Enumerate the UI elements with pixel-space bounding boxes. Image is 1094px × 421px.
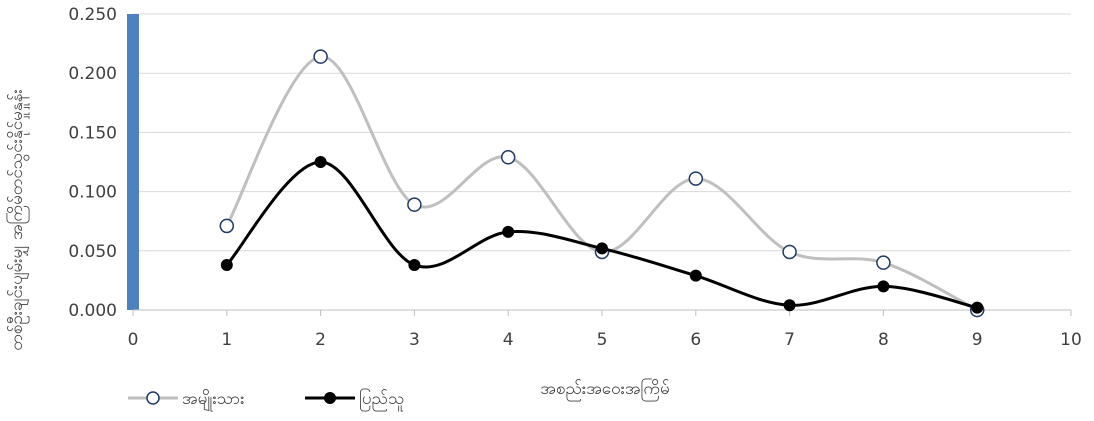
data-point — [407, 197, 422, 212]
data-point — [971, 301, 984, 314]
series-2 — [220, 156, 984, 314]
data-point — [220, 259, 233, 272]
data-point — [502, 225, 515, 238]
data-point — [782, 244, 797, 260]
legend-item-series-2[interactable]: ပြည်သူ — [305, 387, 404, 412]
x-tick-label: 8 — [878, 330, 889, 350]
x-tick-label: 6 — [690, 330, 701, 350]
legend-marker-series-2 — [324, 392, 336, 404]
data-point — [688, 171, 704, 186]
data-point — [500, 150, 516, 165]
y-tick-label: 0.200 — [68, 64, 117, 84]
highlight-bar — [127, 14, 139, 310]
data-point — [876, 255, 891, 270]
series-line-2 — [225, 160, 978, 310]
data-point — [877, 280, 890, 293]
x-tick-label: 7 — [784, 330, 795, 350]
y-tick-label: 0.250 — [68, 5, 117, 25]
series-1 — [219, 49, 985, 318]
data-point — [219, 218, 235, 234]
y-tick-label: 0.150 — [68, 123, 117, 143]
data-point — [596, 242, 608, 255]
axis-layer: 0.000 0.050 0.100 0.150 0.200 0.250 0 1 2 3 4 5 6 7 8 9… — [68, 5, 1081, 350]
x-tick-label: 2 — [315, 330, 326, 350]
grid-lines — [133, 13, 1071, 311]
x-tick-label: 5 — [597, 330, 608, 350]
legend: အမျိုးသား ပြည်သူ — [128, 387, 404, 412]
data-point — [314, 156, 327, 168]
legend-label-series-1: အမျိုးသား — [182, 389, 245, 412]
y-tick-label: 0.100 — [68, 183, 117, 203]
legend-label-series-2: ပြည်သူ — [359, 387, 404, 412]
x-tick-label: 1 — [221, 330, 232, 350]
x-tick-label: 3 — [409, 330, 420, 350]
legend-item-series-1[interactable]: အမျိုးသား — [128, 389, 245, 412]
data-point — [689, 269, 702, 282]
y-axis-label: တစ်ဦးချင်းပျမ်းမျှ အကြိမ်တင်သွင်းနိုင်မှ… — [5, 89, 30, 351]
y-tick-label: 0.000 — [68, 301, 117, 321]
y-tick-label: 0.050 — [68, 242, 117, 262]
x-tick-label: 0 — [128, 330, 139, 350]
x-axis-label: အစည်းအဝေးအကြိမ် — [540, 377, 669, 402]
data-point — [313, 49, 328, 64]
data-point — [783, 299, 796, 312]
legend-marker-series-1 — [146, 391, 160, 405]
x-tick-label: 4 — [503, 330, 514, 350]
highlight-bar-layer — [127, 14, 139, 310]
series-line-1 — [225, 55, 978, 312]
series-layer — [219, 49, 985, 318]
x-tick-label: 9 — [972, 330, 983, 350]
x-tick-label: 10 — [1060, 330, 1082, 350]
data-point — [408, 259, 421, 272]
